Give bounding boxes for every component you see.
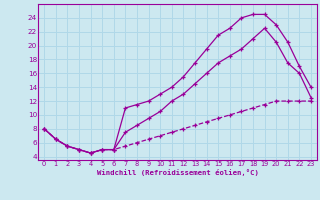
X-axis label: Windchill (Refroidissement éolien,°C): Windchill (Refroidissement éolien,°C) xyxy=(97,169,259,176)
